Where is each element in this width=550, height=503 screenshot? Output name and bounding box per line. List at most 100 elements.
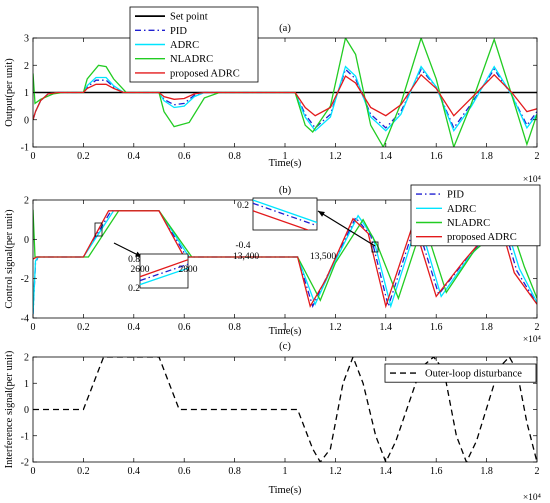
x-tick-label: 0 bbox=[31, 322, 36, 333]
panel-label: (a) bbox=[279, 23, 291, 34]
y-axis-label: Output(per unit) bbox=[4, 58, 15, 127]
x-tick-label: 1.6 bbox=[430, 151, 443, 162]
legend-label: PID bbox=[170, 26, 187, 37]
panel-1: 0 0.2 0.4 0.6 0.8 1 1.2 1.4 1.6 1.8 2-10123(a)Time… bbox=[4, 6, 542, 185]
legend-label: ADRC bbox=[447, 204, 476, 215]
panel-label: (b) bbox=[279, 185, 292, 196]
inset-1: 2600 2800 0.8 0.2 bbox=[94, 222, 198, 294]
inset-series-line bbox=[253, 202, 317, 227]
zoom-source-box bbox=[371, 241, 379, 253]
x-tick-label: 1.2 bbox=[329, 322, 342, 333]
x-tick-label: 1 bbox=[283, 151, 288, 162]
x-tick-label: 0.8 bbox=[228, 466, 241, 477]
panel-2: 0 0.2 0.4 0.6 0.8 1 1.2 1.4 1.6 1.8 2 -4 -2 0 2 (b) Time… bbox=[4, 184, 542, 345]
legend-2: PID ADRC NLADRC proposed ADRC bbox=[410, 184, 541, 247]
series-line-1-5 bbox=[33, 73, 537, 120]
x-tick-label: 2 bbox=[535, 466, 540, 477]
inset-series-line bbox=[140, 259, 188, 278]
y-tick-label: 1 bbox=[24, 379, 29, 390]
inset-y-tick-label: 0.2 bbox=[128, 284, 140, 294]
legend-label: proposed ADRC bbox=[170, 68, 240, 79]
x-tick-label: 0.4 bbox=[128, 322, 141, 333]
x-tick-label: 0.6 bbox=[178, 466, 191, 477]
x-multiplier-label: ×10⁴ bbox=[523, 335, 542, 345]
x-tick-label: 0.6 bbox=[178, 151, 191, 162]
x-axis-label: Time(s) bbox=[269, 326, 302, 337]
x-tick-label: 1.4 bbox=[380, 322, 393, 333]
y-tick-label: 1 bbox=[24, 88, 29, 99]
zoom-arrow bbox=[317, 210, 376, 247]
x-multiplier-label: ×10⁴ bbox=[523, 493, 542, 503]
y-tick-label: 2 bbox=[24, 61, 29, 72]
legend-label: NLADRC bbox=[447, 218, 490, 229]
y-axis-label: Interference signal(per unit) bbox=[4, 350, 15, 468]
x-tick-label: 2 bbox=[535, 322, 540, 333]
inset-series-line bbox=[253, 199, 317, 224]
y-tick-label: -4 bbox=[21, 314, 29, 325]
y-tick-label: 3 bbox=[24, 34, 29, 45]
x-axis-label: Time(s) bbox=[269, 485, 302, 496]
series-line-2-4 bbox=[33, 210, 537, 309]
x-axis-label: Time(s) bbox=[269, 158, 302, 169]
x-multiplier-label: ×10⁴ bbox=[523, 175, 542, 185]
x-tick-label: 1 bbox=[283, 322, 288, 333]
y-tick-label: -2 bbox=[21, 274, 29, 285]
legend-label: NLADRC bbox=[170, 54, 213, 65]
x-tick-label: 0.2 bbox=[77, 322, 90, 333]
x-tick-label: 0.4 bbox=[128, 466, 141, 477]
inset-y-tick-label: 0.8 bbox=[128, 255, 140, 265]
inset-series-line bbox=[140, 267, 188, 286]
inset-x-tick-label: 2600 bbox=[131, 265, 150, 275]
legend-box bbox=[384, 363, 537, 383]
x-tick-label: 1.8 bbox=[480, 322, 493, 333]
legend-1: Set point PID ADRC NLADRC proposed ADRC bbox=[129, 6, 259, 83]
x-tick-label: 1.8 bbox=[480, 151, 493, 162]
inset-2: 13,400 13,500 0.2 -0.4 bbox=[233, 197, 379, 262]
x-tick-label: 1.2 bbox=[329, 151, 342, 162]
zoom-source-box bbox=[94, 222, 103, 237]
x-tick-label: 0.6 bbox=[178, 322, 191, 333]
y-tick-label: 0 bbox=[24, 235, 29, 246]
zoom-arrow-head bbox=[318, 211, 325, 217]
y-tick-label: 0 bbox=[24, 115, 29, 126]
x-tick-label: 0.4 bbox=[128, 151, 141, 162]
inset-y-tick-label: -0.4 bbox=[235, 241, 250, 251]
x-tick-label: 0 bbox=[31, 466, 36, 477]
y-axis-label: Control signal(per unit) bbox=[4, 209, 15, 309]
inset-series-line bbox=[140, 263, 188, 282]
x-tick-label: 0.2 bbox=[77, 466, 90, 477]
legend-label: PID bbox=[447, 190, 464, 201]
x-tick-label: 0.8 bbox=[228, 151, 241, 162]
x-tick-label: 0 bbox=[31, 151, 36, 162]
panel-3: 0 0.2 0.4 0.6 0.8 1 1.2 1.4 1.6 1.8 2 -2 -1 0 1 2 (c) Tim… bbox=[4, 341, 542, 503]
inset-y-tick-label: 0.2 bbox=[237, 201, 249, 211]
y-tick-label: -1 bbox=[21, 143, 29, 154]
x-tick-label: 1.4 bbox=[380, 151, 393, 162]
x-tick-label: 1.2 bbox=[329, 466, 342, 477]
legend-label: ADRC bbox=[170, 40, 199, 51]
x-tick-label: 1 bbox=[283, 466, 288, 477]
y-tick-label: 2 bbox=[24, 353, 29, 364]
panel-label: (c) bbox=[279, 341, 291, 352]
y-tick-label: 2 bbox=[24, 196, 29, 207]
series-line-1-3 bbox=[33, 65, 537, 133]
x-tick-label: 1.6 bbox=[430, 466, 443, 477]
x-tick-label: 0.2 bbox=[77, 151, 90, 162]
x-tick-label: 0.8 bbox=[228, 322, 241, 333]
y-tick-label: -2 bbox=[21, 458, 29, 469]
inset-x-tick-label: 2800 bbox=[179, 265, 198, 275]
x-tick-label: 1.8 bbox=[480, 466, 493, 477]
x-tick-label: 1.4 bbox=[380, 466, 393, 477]
legend-label: proposed ADRC bbox=[447, 232, 517, 243]
legend-label: Outer-loop disturbance bbox=[425, 369, 522, 380]
legend-label: Set point bbox=[170, 12, 208, 23]
y-tick-label: 0 bbox=[24, 405, 29, 416]
x-tick-label: 2 bbox=[535, 151, 540, 162]
legend-box bbox=[410, 184, 541, 247]
inset-series-line bbox=[253, 210, 310, 230]
inset-x-tick-label: 13,400 bbox=[233, 252, 259, 262]
x-tick-label: 1.6 bbox=[430, 322, 443, 333]
y-tick-label: -1 bbox=[21, 431, 29, 442]
legend-3: Outer-loop disturbance bbox=[384, 363, 537, 383]
